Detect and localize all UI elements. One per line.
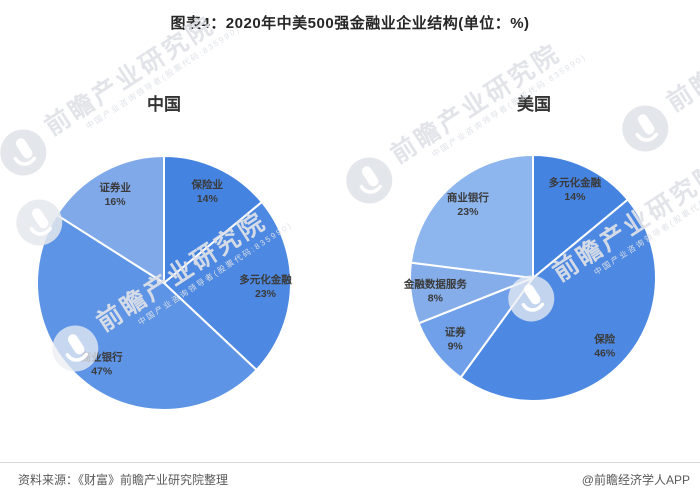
slice-label: 商业银行 [447, 191, 489, 204]
slice-label: 23% [457, 206, 479, 218]
slice-label: 46% [594, 347, 616, 359]
slice-label: 多元化金融 [239, 273, 292, 286]
pie-title-china: 中国 [147, 95, 181, 114]
source-note: 资料来源：《财富》前瞻产业研究院整理 [18, 473, 229, 487]
slice-label: 16% [105, 196, 127, 208]
slice-label: 保险业 [191, 178, 224, 191]
slice-label: 多元化金融 [549, 176, 602, 189]
slice-label: 证券业 [99, 181, 131, 194]
chart-title: 图表4：2020年中美500强金融业企业结构(单位：%) [170, 15, 530, 32]
slice-label: 8% [428, 292, 444, 304]
pie-slice-1-4 [409, 154, 534, 279]
slice-label: 14% [564, 191, 586, 203]
pie-slice-0-0 [163, 155, 263, 284]
slice-label: 9% [448, 340, 464, 352]
slice-label: 证券 [445, 325, 466, 338]
pie-title-us: 美国 [517, 95, 551, 114]
footer-divider [0, 462, 700, 463]
slice-label: 保险 [593, 332, 615, 345]
slice-label: 金融数据服务 [403, 277, 467, 290]
slice-label: 14% [197, 193, 219, 205]
slice-label: 商业银行 [81, 350, 123, 363]
pie-slice-1-1 [459, 198, 657, 402]
slice-label: 23% [255, 288, 277, 300]
credit-note: @前瞻经济学人APP [581, 473, 690, 487]
slice-label: 47% [91, 365, 113, 377]
pie-slice-0-1 [163, 201, 292, 371]
pie-slice-1-0 [532, 154, 629, 279]
